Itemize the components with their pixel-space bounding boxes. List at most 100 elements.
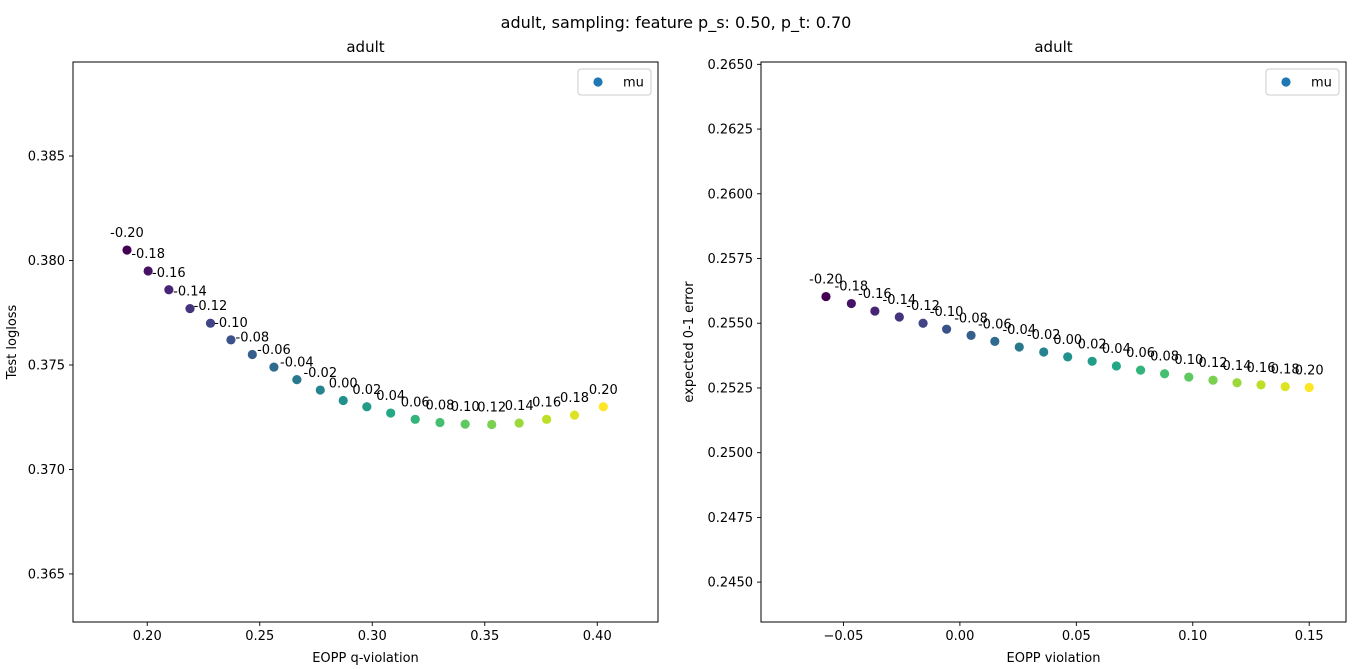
data-point: [247, 349, 257, 360]
data-label: -0.16: [858, 287, 892, 302]
data-label: 0.16: [532, 395, 561, 410]
data-label: 0.18: [1271, 363, 1300, 378]
data-label: 0.00: [1053, 333, 1082, 348]
data-point: [226, 335, 236, 345]
data-label: -0.12: [194, 299, 228, 314]
data-label: 0.12: [1199, 356, 1228, 371]
data-label: -0.02: [303, 366, 337, 381]
data-point: [435, 417, 445, 428]
data-point: [410, 414, 420, 424]
x-axis-label: EOPP violation: [1007, 651, 1101, 666]
data-label: -0.06: [257, 343, 291, 358]
data-point: [990, 336, 1000, 346]
data-point: [1111, 361, 1121, 371]
data-point: [338, 395, 348, 406]
x-tick-label: 0.15: [1295, 629, 1324, 644]
legend-marker: [1281, 77, 1291, 87]
data-label: 0.06: [401, 395, 430, 410]
data-point: [269, 362, 279, 372]
left-chart-panel: adult 0.20 0.25 0.30 0.35 0.40 0.365 0.370 0.375…: [5, 38, 659, 666]
data-point: [315, 385, 325, 395]
data-label: 0.08: [425, 398, 454, 413]
data-label: 0.14: [505, 399, 534, 414]
legend-box: [577, 68, 652, 96]
data-label: 0.08: [1150, 350, 1179, 365]
x-tick-label: 0.40: [583, 629, 612, 644]
data-point: [1159, 369, 1170, 379]
data-label: -0.20: [110, 226, 144, 241]
data-label: -0.08: [954, 311, 988, 326]
x-tick-label: 0.35: [470, 629, 499, 644]
data-point: [205, 318, 216, 328]
y-tick-label: 0.2600: [708, 187, 754, 202]
data-label: 0.18: [560, 391, 589, 406]
data-point: [185, 303, 195, 314]
legend: mu: [577, 68, 652, 96]
data-point: [1256, 380, 1266, 390]
x-tick-label: 0.25: [245, 629, 274, 644]
data-point: [1304, 382, 1314, 393]
legend: mu: [1265, 68, 1340, 96]
data-label: -0.04: [280, 356, 314, 371]
x-tick-label: 0.20: [133, 629, 162, 644]
y-tick-label: 0.385: [28, 150, 65, 165]
data-label: 0.10: [451, 400, 480, 415]
data-point: [460, 419, 470, 429]
data-point: [569, 410, 580, 420]
y-tick-label: 0.2575: [708, 252, 754, 267]
axes-frame: [760, 61, 1347, 623]
y-axis-label: Test logloss: [5, 304, 20, 380]
data-label: 0.20: [1295, 363, 1324, 378]
data-point: [1063, 352, 1073, 362]
data-point: [487, 419, 497, 430]
data-label: 0.20: [589, 383, 618, 398]
y-tick-label: 0.2550: [708, 317, 754, 332]
data-point: [918, 318, 928, 328]
data-label: 0.02: [1078, 337, 1107, 352]
data-point: [1280, 382, 1290, 392]
data-label: 0.12: [477, 401, 506, 416]
data-label: 0.04: [1102, 342, 1131, 357]
data-point: [292, 375, 302, 385]
x-tick-label: 0.05: [1062, 629, 1091, 644]
y-tick-label: 0.370: [28, 463, 65, 478]
data-point: [362, 402, 372, 412]
legend-box: [1265, 68, 1340, 96]
data-label: -0.18: [835, 280, 869, 295]
data-point: [821, 291, 831, 302]
y-tick-label: 0.2525: [708, 381, 754, 396]
data-label: -0.04: [1002, 323, 1036, 338]
y-tick-label: 0.2500: [708, 446, 754, 461]
data-label: 0.14: [1223, 359, 1252, 374]
data-point: [1087, 356, 1097, 366]
data-point: [1014, 342, 1024, 352]
data-point: [143, 266, 153, 276]
data-point: [1208, 375, 1218, 385]
data-label: 0.04: [376, 389, 405, 404]
data-label: -0.10: [930, 305, 964, 320]
data-label: -0.18: [131, 247, 165, 262]
right-chart-panel: adult −0.05 0.00 0.05 0.10 0.15 0.2450 0.2475 0.…: [682, 38, 1347, 666]
data-point: [598, 402, 608, 412]
axes-frame: [72, 61, 659, 623]
data-label: -0.12: [906, 299, 940, 314]
x-tick-label: 0.30: [358, 629, 387, 644]
y-tick-label: 0.2475: [708, 511, 754, 526]
data-point: [386, 408, 396, 418]
data-label: 0.06: [1126, 346, 1155, 361]
data-label: -0.06: [978, 317, 1012, 332]
data-point: [1135, 365, 1146, 375]
data-point: [966, 330, 976, 340]
y-axis-label: expected 0-1 error: [682, 281, 697, 403]
data-label: -0.20: [809, 273, 843, 288]
y-tick-label: 0.380: [28, 254, 65, 269]
y-tick-label: 0.375: [28, 358, 65, 373]
data-point: [942, 324, 952, 334]
data-point: [870, 306, 880, 316]
data-label: -0.08: [236, 331, 270, 346]
y-tick-label: 0.2650: [708, 58, 754, 73]
x-tick-label: −0.05: [824, 629, 864, 644]
data-point: [1039, 347, 1049, 357]
chart-title: adult: [346, 38, 384, 56]
